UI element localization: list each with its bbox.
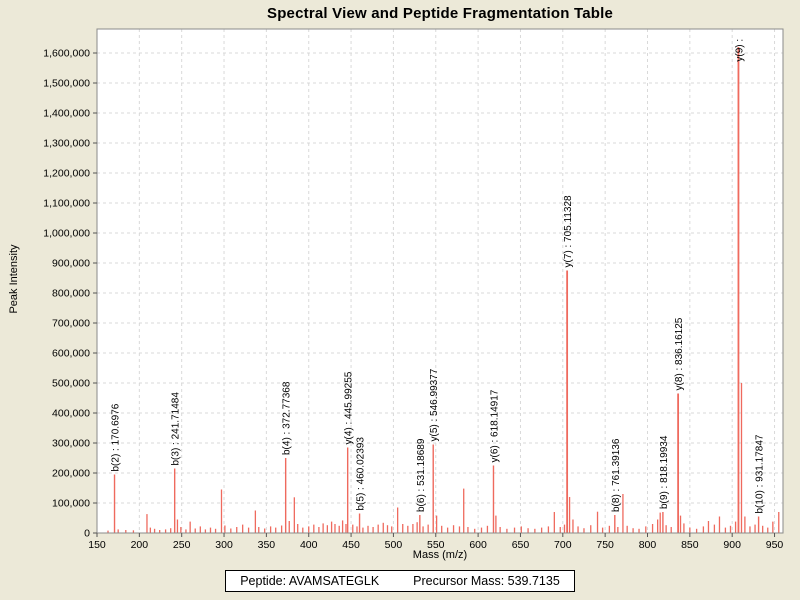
precursor-mass-text: Precursor Mass: 539.7135 xyxy=(413,574,560,588)
x-tick-label: 700 xyxy=(554,539,572,551)
fragment-peak-label: y(4) : 445.99255 xyxy=(344,371,355,444)
fragment-peak-label: y(8) : 836.16125 xyxy=(674,317,685,390)
fragment-peak-label: b(8) : 761.39136 xyxy=(611,438,622,512)
x-tick-label: 250 xyxy=(173,539,191,551)
fragment-peak-label: b(10) : 931.17847 xyxy=(755,434,766,513)
y-tick-label: 900,000 xyxy=(52,258,90,270)
x-tick-label: 400 xyxy=(300,539,318,551)
y-tick-label: 1,300,000 xyxy=(43,138,90,150)
y-tick-label: 400,000 xyxy=(52,408,90,420)
fragment-peak-label: b(6) : 531.18689 xyxy=(416,438,427,512)
x-tick-label: 850 xyxy=(681,539,699,551)
x-tick-label: 200 xyxy=(131,539,149,551)
x-tick-label: 550 xyxy=(427,539,445,551)
fragment-peak-label: b(9) : 818.19934 xyxy=(659,435,670,509)
x-tick-label: 300 xyxy=(215,539,233,551)
x-tick-label: 650 xyxy=(512,539,530,551)
plot-border xyxy=(96,28,784,534)
y-tick-label: 700,000 xyxy=(52,318,90,330)
y-tick-label: 1,000,000 xyxy=(43,228,90,240)
fragment-peak-label: b(4) : 372.77368 xyxy=(282,381,293,455)
y-tick-label: 100,000 xyxy=(52,498,90,510)
y-tick-label: 800,000 xyxy=(52,288,90,300)
fragment-peak-label: y(9) : xyxy=(734,39,745,62)
y-tick-label: 600,000 xyxy=(52,348,90,360)
x-tick-label: 500 xyxy=(385,539,403,551)
x-tick-label: 450 xyxy=(342,539,360,551)
y-tick-label: 1,500,000 xyxy=(43,78,90,90)
x-tick-label: 800 xyxy=(639,539,657,551)
chart-title: Spectral View and Peptide Fragmentation … xyxy=(266,5,614,22)
x-tick-label: 950 xyxy=(766,539,784,551)
x-axis-title: Mass (m/z) xyxy=(412,549,468,561)
y-tick-label: 1,400,000 xyxy=(43,108,90,120)
y-tick-label: 1,600,000 xyxy=(43,48,90,60)
y-tick-label: 0 xyxy=(84,528,90,540)
x-tick-label: 150 xyxy=(88,539,106,551)
y-axis-title: Peak Intensity xyxy=(8,244,20,314)
plot-area[interactable] xyxy=(97,29,783,533)
fragment-peak-label: y(6) : 618.14917 xyxy=(489,389,500,462)
footer-row: Peptide: AVAMSATEGLK Precursor Mass: 539… xyxy=(0,570,800,592)
x-tick-label: 350 xyxy=(258,539,276,551)
y-tick-label: 300,000 xyxy=(52,438,90,450)
fragment-peak-label: b(5) : 460.02393 xyxy=(356,437,367,511)
fragment-peak-label: y(5) : 546.99377 xyxy=(429,368,440,441)
peptide-text: Peptide: AVAMSATEGLK xyxy=(240,574,380,588)
x-tick-label: 750 xyxy=(596,539,614,551)
y-tick-label: 1,100,000 xyxy=(43,198,90,210)
y-tick-label: 200,000 xyxy=(52,468,90,480)
x-tick-label: 600 xyxy=(469,539,487,551)
fragment-peak-label: b(3) : 241.71484 xyxy=(171,392,182,466)
fragment-peak-label: y(7) : 705.11328 xyxy=(563,195,574,268)
y-tick-label: 1,200,000 xyxy=(43,168,90,180)
peptide-info-box: Peptide: AVAMSATEGLK Precursor Mass: 539… xyxy=(225,570,575,592)
fragment-peak-label: b(2) : 170.6976 xyxy=(111,403,122,471)
y-tick-label: 500,000 xyxy=(52,378,90,390)
x-tick-label: 900 xyxy=(723,539,741,551)
